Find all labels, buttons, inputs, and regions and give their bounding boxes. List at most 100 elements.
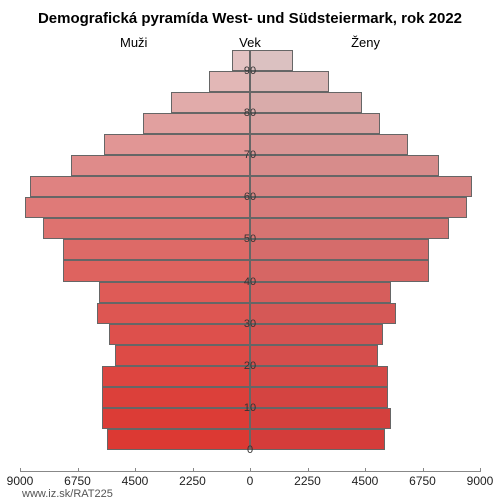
male-bar xyxy=(171,92,250,113)
male-bar-row xyxy=(20,176,250,197)
female-bar-row xyxy=(250,429,480,450)
male-bar-row xyxy=(20,218,250,239)
x-tick-mark xyxy=(308,468,309,472)
female-bar xyxy=(250,366,388,387)
label-male: Muži xyxy=(120,35,147,50)
female-bar xyxy=(250,282,391,303)
male-bar xyxy=(99,282,250,303)
male-half xyxy=(20,50,250,450)
x-tick-mark xyxy=(20,468,21,472)
female-bar xyxy=(250,408,391,429)
female-bar xyxy=(250,176,472,197)
male-bar-row xyxy=(20,113,250,134)
male-bar-row xyxy=(20,134,250,155)
x-tick-left: 0 xyxy=(247,474,254,488)
male-bar xyxy=(63,239,250,260)
male-bar-row xyxy=(20,260,250,281)
label-age: Vek xyxy=(239,35,261,50)
female-bar xyxy=(250,134,408,155)
female-half xyxy=(250,50,480,450)
female-bar xyxy=(250,92,362,113)
x-tick-mark xyxy=(480,468,481,472)
x-tick-mark xyxy=(423,468,424,472)
female-bar-row xyxy=(250,50,480,71)
female-bar-row xyxy=(250,134,480,155)
male-bar xyxy=(107,429,250,450)
male-bar-row xyxy=(20,387,250,408)
female-bar-row xyxy=(250,303,480,324)
female-bar-row xyxy=(250,260,480,281)
female-bar-row xyxy=(250,408,480,429)
male-bar-row xyxy=(20,92,250,113)
male-bar-row xyxy=(20,282,250,303)
female-bar-row xyxy=(250,239,480,260)
x-tick-mark xyxy=(78,468,79,472)
female-bar xyxy=(250,303,396,324)
female-bar-row xyxy=(250,71,480,92)
male-bar xyxy=(71,155,250,176)
male-bar-row xyxy=(20,155,250,176)
female-bar xyxy=(250,155,439,176)
x-tick-mark xyxy=(193,468,194,472)
male-bar xyxy=(102,366,250,387)
x-tick-mark xyxy=(365,468,366,472)
male-bar xyxy=(43,218,250,239)
female-bar xyxy=(250,197,467,218)
male-bar xyxy=(115,345,250,366)
male-bar xyxy=(63,260,250,281)
male-bar xyxy=(109,324,250,345)
x-tick-right: 4500 xyxy=(352,474,379,488)
male-bar xyxy=(25,197,250,218)
female-bar-row xyxy=(250,197,480,218)
x-tick-right: 6750 xyxy=(409,474,436,488)
female-bar xyxy=(250,345,378,366)
male-bar xyxy=(102,408,250,429)
x-tick-left: 9000 xyxy=(7,474,34,488)
male-bar xyxy=(102,387,250,408)
male-bar-row xyxy=(20,71,250,92)
male-bar xyxy=(104,134,250,155)
female-bar xyxy=(250,113,380,134)
female-bar xyxy=(250,260,429,281)
x-tick-right: 2250 xyxy=(294,474,321,488)
female-bar-row xyxy=(250,113,480,134)
female-bar xyxy=(250,50,293,71)
female-bar-row xyxy=(250,345,480,366)
male-bar xyxy=(209,71,250,92)
female-bar xyxy=(250,218,449,239)
x-tick-right: 9000 xyxy=(467,474,494,488)
female-bar-row xyxy=(250,366,480,387)
male-bar-row xyxy=(20,197,250,218)
pyramid-chart: 0102030405060708090 xyxy=(20,50,480,450)
chart-title: Demografická pyramída West- und Südsteie… xyxy=(0,10,500,27)
male-bar xyxy=(232,50,250,71)
male-bar-row xyxy=(20,429,250,450)
female-bar xyxy=(250,324,383,345)
x-tick-left: 4500 xyxy=(122,474,149,488)
x-tick-left: 6750 xyxy=(64,474,91,488)
male-bar xyxy=(97,303,250,324)
female-bar-row xyxy=(250,218,480,239)
female-bar-row xyxy=(250,155,480,176)
x-tick-left: 2250 xyxy=(179,474,206,488)
male-bar-row xyxy=(20,50,250,71)
female-bar-row xyxy=(250,92,480,113)
male-bar-row xyxy=(20,366,250,387)
male-bar xyxy=(30,176,250,197)
female-bar xyxy=(250,239,429,260)
female-bar-row xyxy=(250,176,480,197)
male-bar-row xyxy=(20,408,250,429)
x-tick-mark xyxy=(135,468,136,472)
female-bar xyxy=(250,429,385,450)
x-tick-mark xyxy=(250,468,251,472)
male-bar-row xyxy=(20,324,250,345)
female-bar xyxy=(250,387,388,408)
female-bar-row xyxy=(250,324,480,345)
male-bar-row xyxy=(20,303,250,324)
source-watermark: www.iz.sk/RAT225 xyxy=(22,488,113,500)
label-female: Ženy xyxy=(351,35,380,50)
male-bar-row xyxy=(20,239,250,260)
female-bar-row xyxy=(250,282,480,303)
female-bar xyxy=(250,71,329,92)
female-bar-row xyxy=(250,387,480,408)
